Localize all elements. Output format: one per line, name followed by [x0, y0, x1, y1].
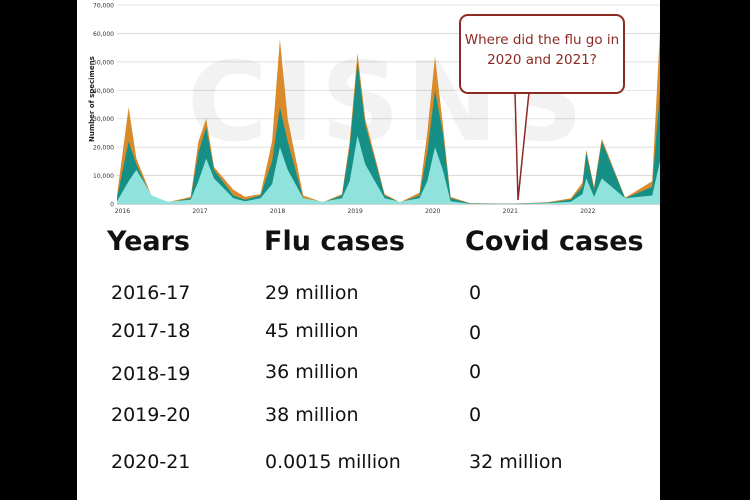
header-years: Years [107, 226, 190, 257]
flu-cell: 29 million [265, 282, 359, 304]
covid-cell: 32 million [469, 451, 563, 473]
flu-cell: 45 million [265, 320, 359, 342]
header-covid-cases: Covid cases [465, 226, 644, 257]
year-cell: 2018-19 [111, 363, 191, 385]
y-tick-label: 20,000 [93, 145, 114, 152]
flu-cell: 0.0015 million [265, 451, 401, 473]
x-tick-label: 2022 [580, 208, 595, 215]
covid-cell: 0 [469, 322, 482, 344]
y-axis-label: Number of specimens [88, 56, 96, 142]
callout-text: Where did the flu go in 2020 and 2021? [464, 32, 620, 68]
year-cell: 2020-21 [111, 451, 191, 473]
header-flu-cases: Flu cases [264, 226, 405, 257]
y-tick-label: 0 [110, 202, 114, 209]
y-tick-label: 50,000 [93, 59, 114, 66]
x-tick-label: 2020 [425, 208, 440, 215]
callout-box: Where did the flu go in 2020 and 2021? [459, 14, 625, 94]
y-tick-label: 10,000 [93, 173, 114, 180]
x-tick-label: 2021 [503, 208, 518, 215]
year-cell: 2016-17 [111, 282, 191, 304]
x-tick-label: 2018 [270, 208, 285, 215]
covid-cell: 0 [469, 361, 482, 383]
x-tick-label: 2017 [192, 208, 207, 215]
year-cell: 2019-20 [111, 404, 191, 426]
infographic-panel: CISNS 0 10,000 20,000 30,000 40,000 50,000 60,… [77, 0, 660, 500]
y-tick-label: 60,000 [93, 31, 114, 38]
year-cell: 2017-18 [111, 320, 191, 342]
series-area-base [117, 135, 660, 204]
y-tick-label: 40,000 [93, 88, 114, 95]
covid-cell: 0 [469, 404, 482, 426]
x-tick-label: 2019 [348, 208, 363, 215]
y-tick-label: 70,000 [93, 3, 114, 10]
flu-cell: 36 million [265, 361, 359, 383]
y-tick-label: 30,000 [93, 116, 114, 123]
covid-cell: 0 [469, 282, 482, 304]
flu-cell: 38 million [265, 404, 359, 426]
x-tick-label: 2016 [115, 208, 130, 215]
